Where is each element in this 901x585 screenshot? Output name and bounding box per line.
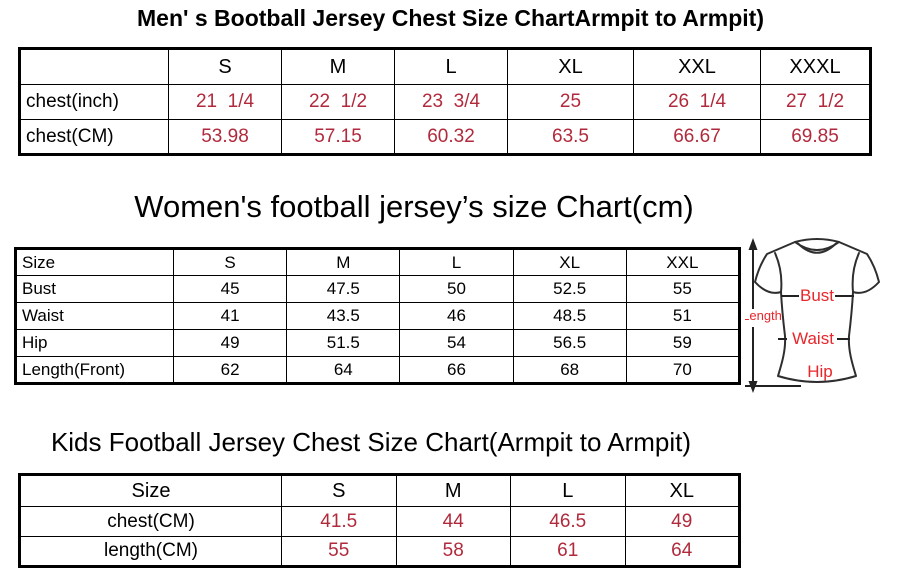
women-chart-title: Women's football jersey’s size Chart(cm) (134, 189, 694, 224)
row-label: Length(Front) (15, 356, 174, 384)
row-label: Hip (15, 329, 174, 357)
table-row: length(CM) 55 58 61 64 (19, 536, 740, 567)
kids-size-table: Size S M L XL chest(CM) 41.5 44 46.5 49 length(CM)… (18, 473, 741, 568)
length-label: Length (745, 308, 782, 323)
table-cell: 46 (399, 302, 514, 330)
tshirt-outline (754, 238, 880, 383)
table-cell: 49 (172, 329, 288, 357)
table-row: chest(CM) 41.5 44 46.5 49 (19, 506, 740, 537)
table-cell: 66 (399, 356, 514, 384)
header-row: Size S M L XL (19, 474, 740, 507)
table-cell: 27 1/2 (760, 84, 871, 120)
bust-label: Bust (800, 286, 834, 305)
table-cell: 51.5 (286, 329, 401, 357)
column-header-xxl: XXL (633, 48, 761, 85)
row-label: chest(CM) (19, 506, 282, 537)
column-header-xl: XL (512, 248, 627, 276)
table-row: chest(inch) 21 1/4 22 1/2 23 3/4 25 26 1/4 27 … (19, 84, 871, 120)
row-label: Bust (15, 275, 174, 303)
men-size-table: S M L XL XXL XXXL chest(inch) 21 1/4 22 1/2 23 3/… (18, 47, 872, 156)
column-header-xxl: XXL (625, 248, 741, 276)
table-cell: 46.5 (510, 506, 626, 537)
column-header-xl: XL (507, 48, 634, 85)
table-row: Bust 45 47.5 50 52.5 55 (15, 275, 741, 303)
column-header-s: S (281, 474, 397, 507)
table-cell: 23 3/4 (394, 84, 508, 120)
table-cell: 50 (399, 275, 514, 303)
hip-label: Hip (807, 362, 833, 381)
row-label: Waist (15, 302, 174, 330)
table-cell: 25 (507, 84, 634, 120)
table-cell: 62 (172, 356, 288, 384)
table-cell: 64 (286, 356, 401, 384)
row-label: chest(CM) (19, 119, 169, 155)
kids-chart-title: Kids Football Jersey Chest Size Chart(Ar… (50, 427, 692, 457)
measurement-lines (778, 295, 854, 340)
column-header-xxxl: XXXL (760, 48, 871, 85)
table-cell: 59 (625, 329, 741, 357)
table-cell: 53.98 (168, 119, 282, 155)
row-label: chest(inch) (19, 84, 169, 120)
table-cell: 61 (510, 536, 626, 567)
column-header-size: Size (15, 248, 174, 276)
table-cell: 55 (281, 536, 397, 567)
table-row: chest(CM) 53.98 57.15 60.32 63.5 66.67 69.85 (19, 119, 871, 155)
column-header-m: M (286, 248, 401, 276)
column-header-blank (19, 48, 169, 85)
table-cell: 45 (172, 275, 288, 303)
table-row: Waist 41 43.5 46 48.5 51 (15, 302, 741, 330)
column-header-xl: XL (624, 474, 740, 507)
table-cell: 22 1/2 (281, 84, 395, 120)
column-header-l: L (394, 48, 508, 85)
table-cell: 63.5 (507, 119, 634, 155)
table-cell: 41.5 (281, 506, 397, 537)
row-label: length(CM) (19, 536, 282, 567)
table-cell: 55 (625, 275, 741, 303)
table-cell: 47.5 (286, 275, 401, 303)
table-cell: 44 (395, 506, 511, 537)
table-cell: 49 (624, 506, 740, 537)
table-cell: 26 1/4 (633, 84, 761, 120)
table-cell: 58 (395, 536, 511, 567)
header-row: Size S M L XL XXL (15, 248, 741, 276)
table-cell: 66.67 (633, 119, 761, 155)
waist-label: Waist (792, 329, 834, 348)
tshirt-measurement-diagram: Length Bust Waist Hip (745, 238, 880, 393)
women-size-table: Size S M L XL XXL Bust 45 47.5 50 52.5 55 Waist 41 43.… (14, 247, 741, 385)
column-header-m: M (395, 474, 511, 507)
table-cell: 56.5 (512, 329, 627, 357)
column-header-s: S (172, 248, 288, 276)
table-cell: 68 (512, 356, 627, 384)
table-cell: 69.85 (760, 119, 871, 155)
column-header-size: Size (19, 474, 282, 507)
table-cell: 52.5 (512, 275, 627, 303)
table-cell: 54 (399, 329, 514, 357)
column-header-s: S (168, 48, 282, 85)
table-cell: 70 (625, 356, 741, 384)
header-row: S M L XL XXL XXXL (19, 48, 871, 85)
table-cell: 41 (172, 302, 288, 330)
column-header-m: M (281, 48, 395, 85)
table-row: Hip 49 51.5 54 56.5 59 (15, 329, 741, 357)
table-cell: 21 1/4 (168, 84, 282, 120)
column-header-l: L (399, 248, 514, 276)
table-cell: 64 (624, 536, 740, 567)
table-cell: 48.5 (512, 302, 627, 330)
table-row: Length(Front) 62 64 66 68 70 (15, 356, 741, 384)
table-cell: 51 (625, 302, 741, 330)
table-cell: 57.15 (281, 119, 395, 155)
table-cell: 43.5 (286, 302, 401, 330)
column-header-l: L (510, 474, 626, 507)
men-chart-title: Men' s Bootball Jersey Chest Size ChartA… (137, 5, 764, 31)
table-cell: 60.32 (394, 119, 508, 155)
